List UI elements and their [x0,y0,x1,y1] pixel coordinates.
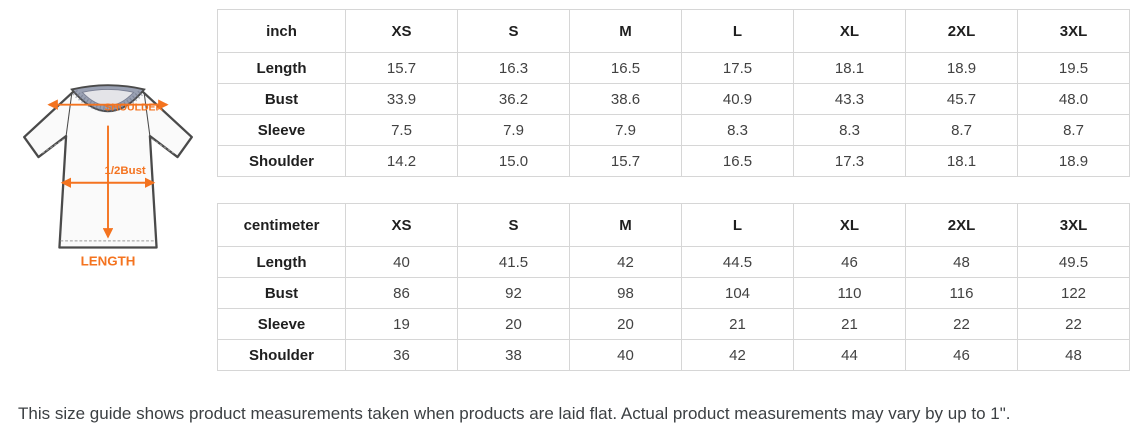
measurement-value-cell: 14.2 [345,145,458,177]
measurement-value-cell: 43.3 [793,83,906,115]
measurement-value-cell: 22 [1017,308,1130,340]
measurement-row: Sleeve 7.5 7.9 7.9 8.3 8.3 8.7 8.7 [217,114,1130,146]
size-header-cell: L [681,203,794,247]
measurement-value-cell: 17.5 [681,52,794,84]
measurement-label-cell: Shoulder [217,339,346,371]
measurement-value-cell: 122 [1017,277,1130,309]
size-header-cell: S [457,203,570,247]
measurement-value-cell: 48 [1017,339,1130,371]
measurement-value-cell: 19.5 [1017,52,1130,84]
bust-label: 1/2Bust [105,165,146,177]
measurement-value-cell: 18.1 [905,145,1018,177]
measurement-value-cell: 44.5 [681,246,794,278]
measurement-value-cell: 44 [793,339,906,371]
measurement-value-cell: 17.3 [793,145,906,177]
measurement-value-cell: 49.5 [1017,246,1130,278]
measurement-value-cell: 104 [681,277,794,309]
tshirt-diagram-icon: SHOULDER 1/2Bust LENGTH [23,84,193,269]
measurement-value-cell: 8.7 [1017,114,1130,146]
measurement-row: Bust 33.9 36.2 38.6 40.9 43.3 45.7 48.0 [217,83,1130,115]
measurement-value-cell: 15.7 [345,52,458,84]
measurement-value-cell: 16.3 [457,52,570,84]
measurement-row: Shoulder 14.2 15.0 15.7 16.5 17.3 18.1 18.9 [217,145,1130,177]
measurement-label-cell: Bust [217,277,346,309]
measurement-value-cell: 8.7 [905,114,1018,146]
measurement-value-cell: 116 [905,277,1018,309]
size-header-cell: M [569,9,682,53]
measurement-value-cell: 40.9 [681,83,794,115]
measurement-value-cell: 36 [345,339,458,371]
measurement-label-cell: Sleeve [217,114,346,146]
measurement-label-cell: Bust [217,83,346,115]
measurement-value-cell: 7.9 [457,114,570,146]
measurement-value-cell: 38 [457,339,570,371]
measurement-value-cell: 42 [569,246,682,278]
measurement-value-cell: 38.6 [569,83,682,115]
measurement-row: Length 40 41.5 42 44.5 46 48 49.5 [217,246,1130,278]
measurement-value-cell: 98 [569,277,682,309]
measurement-label-cell: Shoulder [217,145,346,177]
size-header-cell: S [457,9,570,53]
measurement-value-cell: 110 [793,277,906,309]
tshirt-measurement-diagram: SHOULDER 1/2Bust LENGTH [12,78,204,278]
measurement-value-cell: 18.9 [905,52,1018,84]
measurement-label-cell: Sleeve [217,308,346,340]
measurement-value-cell: 92 [457,277,570,309]
measurement-value-cell: 8.3 [793,114,906,146]
measurement-value-cell: 41.5 [457,246,570,278]
measurement-row: Length 15.7 16.3 16.5 17.5 18.1 18.9 19.5 [217,52,1130,84]
measurement-value-cell: 48 [905,246,1018,278]
measurement-value-cell: 15.0 [457,145,570,177]
size-header-cell: 2XL [905,9,1018,53]
shoulder-label: SHOULDER [104,102,163,113]
length-label: LENGTH [81,254,136,269]
measurement-label-cell: Length [217,52,346,84]
size-guide-note: This size guide shows product measuremen… [18,404,1011,423]
measurement-value-cell: 8.3 [681,114,794,146]
unit-header-cell: inch [217,9,346,53]
size-header-cell: XS [345,9,458,53]
size-header-cell: XL [793,203,906,247]
measurement-value-cell: 18.1 [793,52,906,84]
size-header-row: centimeter XS S M L XL 2XL 3XL [217,203,1130,247]
measurement-value-cell: 20 [457,308,570,340]
measurement-value-cell: 16.5 [569,52,682,84]
measurement-value-cell: 21 [681,308,794,340]
size-header-cell: 3XL [1017,9,1130,53]
measurement-value-cell: 45.7 [905,83,1018,115]
measurement-value-cell: 40 [345,246,458,278]
measurement-label-cell: Length [217,246,346,278]
measurement-value-cell: 7.9 [569,114,682,146]
size-table-centimeter: centimeter XS S M L XL 2XL 3XL Length 40 41.5 42 44.… [217,203,1130,371]
measurement-row: Sleeve 19 20 20 21 21 22 22 [217,308,1130,340]
size-header-cell: 3XL [1017,203,1130,247]
size-header-cell: XL [793,9,906,53]
measurement-value-cell: 46 [905,339,1018,371]
measurement-value-cell: 42 [681,339,794,371]
measurement-value-cell: 18.9 [1017,145,1130,177]
measurement-value-cell: 7.5 [345,114,458,146]
measurement-row: Shoulder 36 38 40 42 44 46 48 [217,339,1130,371]
measurement-value-cell: 15.7 [569,145,682,177]
size-table-inch: inch XS S M L XL 2XL 3XL Length 15.7 16.3 16.5 17.5 1… [217,9,1130,177]
measurement-value-cell: 19 [345,308,458,340]
measurement-value-cell: 46 [793,246,906,278]
unit-header-cell: centimeter [217,203,346,247]
measurement-value-cell: 22 [905,308,1018,340]
measurement-value-cell: 48.0 [1017,83,1130,115]
measurement-value-cell: 36.2 [457,83,570,115]
size-header-cell: 2XL [905,203,1018,247]
size-header-cell: M [569,203,682,247]
measurement-value-cell: 16.5 [681,145,794,177]
size-header-cell: XS [345,203,458,247]
size-header-cell: L [681,9,794,53]
measurement-value-cell: 21 [793,308,906,340]
measurement-value-cell: 20 [569,308,682,340]
measurement-value-cell: 40 [569,339,682,371]
measurement-row: Bust 86 92 98 104 110 116 122 [217,277,1130,309]
measurement-value-cell: 33.9 [345,83,458,115]
size-header-row: inch XS S M L XL 2XL 3XL [217,9,1130,53]
measurement-value-cell: 86 [345,277,458,309]
